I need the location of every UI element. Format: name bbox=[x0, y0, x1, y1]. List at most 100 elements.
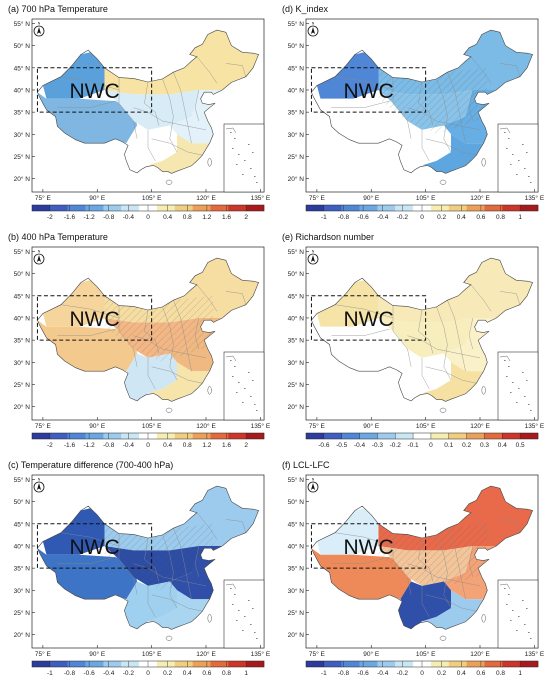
north-arrow-icon: N bbox=[307, 478, 319, 493]
colorbar-tick-label: -1.6 bbox=[64, 214, 76, 221]
inset-coast bbox=[499, 127, 511, 134]
lat-label: 20° N bbox=[288, 175, 305, 183]
province-boundary bbox=[468, 545, 473, 578]
fill-zone-northwest bbox=[42, 280, 105, 327]
fill-zone-south bbox=[124, 353, 177, 401]
colorbar-tick-label: 0.8 bbox=[183, 442, 192, 449]
lat-label: 55° N bbox=[288, 20, 305, 28]
inset-island bbox=[510, 164, 512, 165]
lat-label: 40° N bbox=[288, 86, 305, 94]
panel-title: (b) 400 hPa Temperature bbox=[8, 232, 108, 242]
colorbar-swatch bbox=[67, 661, 86, 667]
map-fill bbox=[311, 258, 533, 402]
lon-label: 120° E bbox=[470, 194, 490, 202]
lat-label: 40° N bbox=[14, 86, 31, 94]
island-hainan bbox=[439, 635, 447, 641]
inset-island bbox=[238, 382, 240, 383]
colorbar-tick-label: 1 bbox=[244, 670, 248, 677]
inset-island bbox=[244, 388, 246, 389]
north-arrow-icon: N bbox=[33, 478, 45, 493]
province-boundary bbox=[468, 317, 473, 350]
inset-island bbox=[530, 638, 532, 639]
lat-label: 40° N bbox=[14, 542, 31, 550]
panel-e: (e) Richardson number NWC N 55° N 50° N 45° … bbox=[276, 230, 548, 455]
colorbar-swatch bbox=[210, 205, 229, 211]
colorbar-tick-label: 0.2 bbox=[437, 670, 446, 677]
colorbar-swatch bbox=[121, 205, 140, 211]
lat-label: 45° N bbox=[288, 292, 305, 300]
lat-label: 55° N bbox=[14, 20, 31, 28]
province-boundary bbox=[147, 585, 156, 617]
fill-zone-south bbox=[398, 581, 451, 629]
province-boundary bbox=[499, 63, 521, 77]
colorbar-tick-label: 0.4 bbox=[457, 214, 466, 221]
lon-label: 75° E bbox=[35, 650, 52, 658]
province-boundary bbox=[196, 284, 218, 312]
panel-b: (b) 400 hPa Temperature NWC N 55° N 50° N 45… bbox=[2, 230, 274, 455]
province-boundary bbox=[151, 366, 203, 384]
colorbar-swatch bbox=[192, 661, 211, 667]
colorbar-swatch bbox=[67, 433, 86, 439]
map-fill bbox=[311, 486, 533, 630]
colorbar-swatch bbox=[484, 433, 503, 439]
colorbar-tick-label: 0.6 bbox=[202, 670, 211, 677]
map-panel-f: NWC N 55° N 50° N 45° N 40° N 35° N 30° N 25° N 2… bbox=[288, 474, 545, 677]
inset-island bbox=[234, 594, 236, 595]
inset-island bbox=[252, 608, 254, 609]
province-boundary bbox=[147, 129, 156, 161]
colorbar-swatch bbox=[306, 661, 325, 667]
lat-label: 30° N bbox=[14, 359, 31, 367]
colorbar-swatch bbox=[341, 661, 360, 667]
province-boundary bbox=[334, 304, 394, 319]
panel-title: (a) 700 hPa Temperature bbox=[8, 4, 108, 14]
colorbar-tick-label: 0 bbox=[146, 442, 150, 449]
colorbar-tick-label: 0.4 bbox=[163, 442, 172, 449]
colorbar-tick-label: 0.8 bbox=[183, 214, 192, 221]
province-boundary bbox=[436, 78, 452, 153]
colorbar-swatch bbox=[323, 205, 342, 211]
lat-label: 25° N bbox=[14, 381, 31, 389]
province-boundary bbox=[173, 528, 192, 600]
colorbar-tick-label: -0.8 bbox=[103, 214, 115, 221]
colorbar-swatch bbox=[484, 205, 503, 211]
inset-island bbox=[522, 600, 524, 601]
fill-zone-north bbox=[378, 30, 533, 95]
lon-label: 90° E bbox=[363, 650, 380, 658]
colorbar-swatch bbox=[484, 661, 503, 667]
lat-label: 25° N bbox=[14, 153, 31, 161]
fill-zone-northwest bbox=[316, 280, 379, 327]
colorbar-tick-label: -1.6 bbox=[64, 442, 76, 449]
province-boundary bbox=[57, 556, 116, 564]
inset-island bbox=[230, 360, 232, 361]
north-arrow-letter: N bbox=[312, 478, 315, 482]
lat-label: 30° N bbox=[288, 359, 305, 367]
fill-zone-southeast bbox=[148, 134, 210, 174]
nwc-label: NWC bbox=[343, 80, 393, 103]
nwc-region-box bbox=[310, 67, 427, 113]
province-boundary bbox=[425, 138, 477, 156]
fill-zone-west bbox=[37, 548, 138, 600]
colorbar-swatch bbox=[520, 661, 539, 667]
colorbar-tick-label: -0.8 bbox=[103, 442, 115, 449]
inset-island bbox=[518, 160, 520, 161]
colorbar-tick-label: 1.2 bbox=[202, 442, 211, 449]
country-outline bbox=[37, 257, 260, 402]
province-boundary bbox=[421, 357, 430, 389]
lon-label: 90° E bbox=[363, 422, 380, 430]
fill-zone-west bbox=[311, 548, 412, 600]
province-boundary bbox=[447, 300, 466, 372]
province-boundary bbox=[421, 585, 430, 617]
colorbar-tick-label: 0.2 bbox=[462, 442, 471, 449]
north-arrow-letter: N bbox=[38, 250, 41, 254]
colorbar-tick-label: 0.5 bbox=[516, 442, 525, 449]
lat-label: 45° N bbox=[288, 64, 305, 72]
colorbar-swatch bbox=[430, 661, 449, 667]
map-panel-b: NWC N 55° N 50° N 45° N 40° N 35° N 30° N 25° N 2… bbox=[14, 246, 271, 449]
inset-island bbox=[508, 138, 510, 139]
colorbar-swatch bbox=[85, 205, 104, 211]
colorbar-tick-label: 1 bbox=[518, 214, 522, 221]
colorbar-swatch bbox=[395, 661, 414, 667]
inset-island bbox=[512, 382, 514, 383]
colorbar-swatch bbox=[32, 433, 51, 439]
province-boundary bbox=[425, 366, 477, 384]
